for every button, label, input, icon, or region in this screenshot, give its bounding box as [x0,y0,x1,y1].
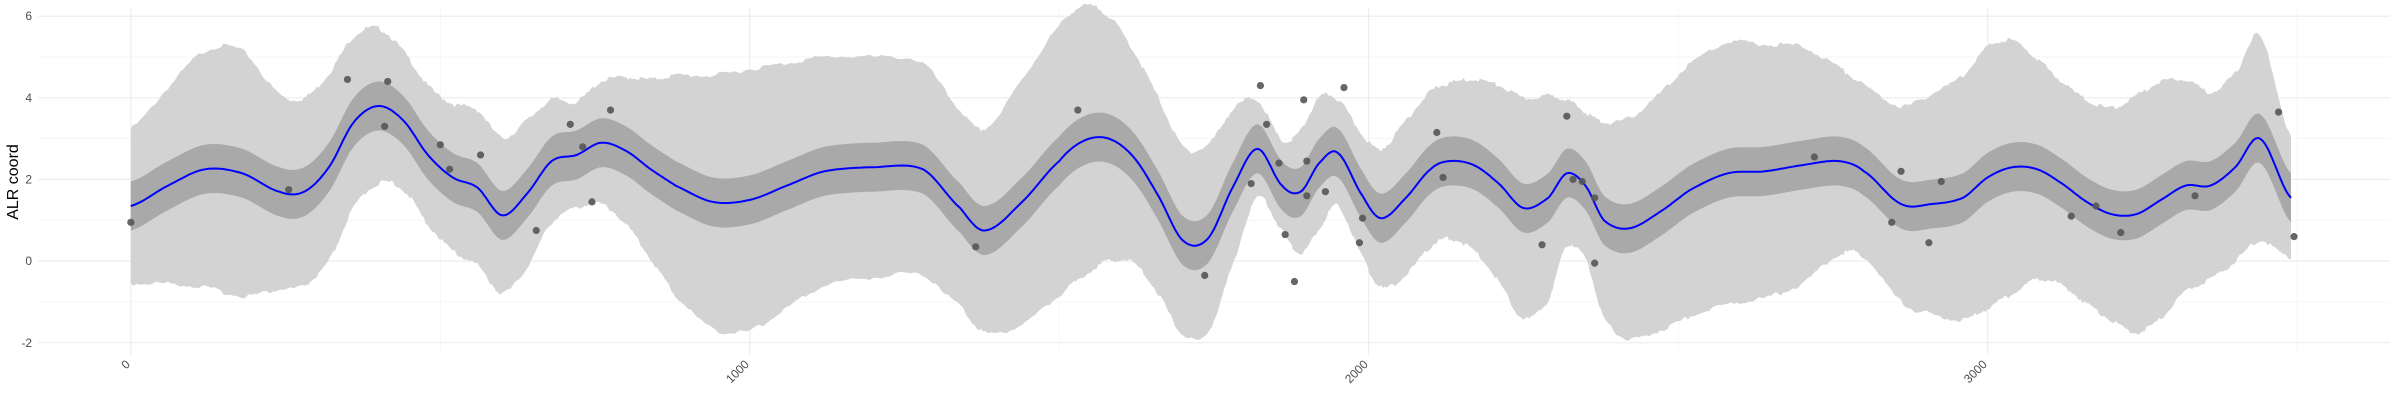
inner-band [130,81,2291,271]
data-point [1256,81,1265,90]
data-point [1439,173,1447,182]
data-point [1937,177,1945,186]
data-point [1321,188,1330,196]
data-point [1591,194,1599,202]
data-point [1810,153,1818,161]
data-point [1074,106,1082,114]
mean-line [130,105,2292,247]
data-point [1201,271,1209,279]
data-point [381,122,389,130]
data-point [566,120,574,128]
data-point [1897,167,1905,175]
y-tick-label: 4 [25,91,32,105]
data-point [1263,120,1271,128]
data-point [1340,84,1348,92]
data-point [588,198,596,206]
data-point [972,243,980,251]
y-axis-title: ALR coord [5,144,22,220]
data-point [1300,96,1308,104]
data-point [1925,239,1933,247]
data-point [2274,108,2283,116]
data-point [1888,218,1896,226]
data-point [532,226,540,235]
data-point [1433,128,1441,137]
y-tick-labels: -2 0 2 4 6 [21,9,32,350]
data-point [2092,202,2100,210]
data-point [1303,157,1311,165]
data-point [2067,212,2075,220]
confidence-bands [130,3,2291,341]
data-point [2191,192,2199,200]
data-point [2290,233,2298,241]
data-point [606,106,615,114]
data-point [343,75,352,84]
data-point [1563,112,1571,120]
data-point [1569,175,1577,184]
data-point [579,143,587,151]
data-point [1275,159,1283,167]
data-point [285,186,293,194]
data-point [1358,214,1367,222]
outer-band [130,3,2291,341]
data-point [1281,230,1289,239]
data-point [2117,228,2125,237]
data-point [127,218,135,226]
data-point [476,151,485,159]
data-point [1247,179,1255,188]
data-point [1578,177,1586,186]
y-tick-label: -2 [21,336,32,350]
data-point [1355,239,1364,247]
y-tick-label: 2 [25,172,32,186]
data-point [384,77,392,86]
data-point [436,141,444,149]
data-point [1538,241,1546,249]
data-points [127,75,2298,286]
y-tick-label: 6 [25,9,32,23]
data-point [446,165,454,173]
y-tick-label: 0 [25,254,32,268]
data-point [1303,192,1311,200]
data-point [1290,277,1299,286]
data-point [1591,259,1599,267]
